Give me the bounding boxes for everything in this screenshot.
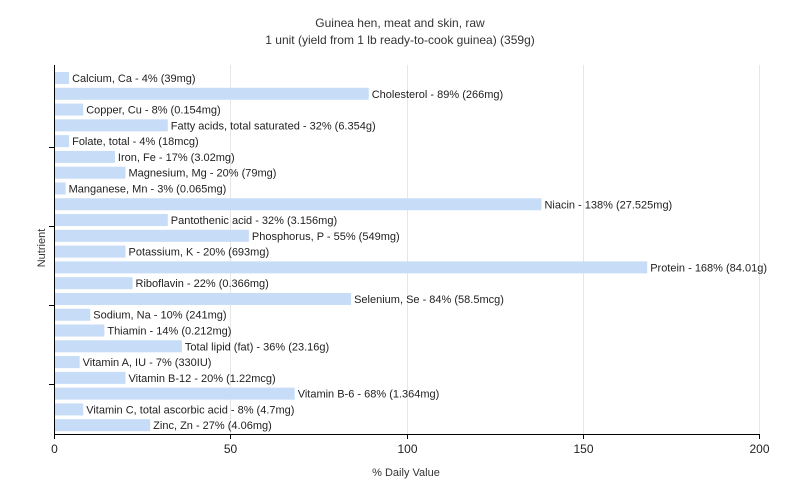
x-tick-label: 0 xyxy=(51,442,58,456)
bar xyxy=(55,119,168,132)
chart-title: Guinea hen, meat and skin, raw xyxy=(315,16,485,30)
bar xyxy=(55,387,295,400)
data-label: Copper, Cu - 8% (0.154mg) xyxy=(86,105,221,117)
bar xyxy=(55,340,182,353)
x-tick-label: 100 xyxy=(397,442,417,456)
x-tick-label: 200 xyxy=(749,442,769,456)
data-label: Sodium, Na - 10% (241mg) xyxy=(93,310,226,322)
data-label: Manganese, Mn - 3% (0.065mg) xyxy=(69,183,227,195)
bar xyxy=(55,245,126,258)
data-label: Thiamin - 14% (0.212mg) xyxy=(107,326,231,338)
data-label: Protein - 168% (84.01g) xyxy=(650,262,767,274)
data-label: Iron, Fe - 17% (3.02mg) xyxy=(118,152,235,164)
chart-subtitle: 1 unit (yield from 1 lb ready-to-cook gu… xyxy=(265,33,534,47)
data-label: Total lipid (fat) - 36% (23.16g) xyxy=(185,341,329,353)
bar xyxy=(55,277,133,290)
data-label: Folate, total - 4% (18mcg) xyxy=(72,136,199,148)
data-label: Vitamin B-6 - 68% (1.364mg) xyxy=(298,389,440,401)
data-label: Potassium, K - 20% (693mg) xyxy=(129,247,270,259)
data-label: Vitamin A, IU - 7% (330IU) xyxy=(83,357,212,369)
y-axis-label: Nutrient xyxy=(36,229,48,268)
bar xyxy=(55,308,91,321)
data-label: Vitamin C, total ascorbic acid - 8% (4.7… xyxy=(86,404,294,416)
bars: Calcium, Ca - 4% (39mg) Cholesterol - 89%… xyxy=(55,72,767,432)
bar xyxy=(55,261,648,274)
bar xyxy=(55,135,70,148)
bar xyxy=(55,198,542,211)
data-label: Calcium, Ca - 4% (39mg) xyxy=(72,73,195,85)
bar xyxy=(55,214,168,227)
data-label: Riboflavin - 22% (0.366mg) xyxy=(136,278,269,290)
bar xyxy=(55,324,105,337)
x-tick-label: 150 xyxy=(573,442,593,456)
bar xyxy=(55,356,80,369)
bar xyxy=(55,182,66,195)
grid xyxy=(230,65,760,434)
data-label: Magnesium, Mg - 20% (79mg) xyxy=(129,168,277,180)
bar xyxy=(55,419,151,432)
bar xyxy=(55,166,126,179)
bar xyxy=(55,150,115,163)
bar xyxy=(55,229,249,242)
data-label: Cholesterol - 89% (266mg) xyxy=(372,89,503,101)
data-label: Niacin - 138% (27.525mg) xyxy=(544,199,672,211)
data-label: Fatty acids, total saturated - 32% (6.35… xyxy=(171,120,376,132)
data-label: Selenium, Se - 84% (58.5mcg) xyxy=(354,294,504,306)
bar xyxy=(55,103,84,116)
x-axis-label: % Daily Value xyxy=(372,467,440,479)
bar xyxy=(55,292,352,305)
x-tick-label: 50 xyxy=(224,442,238,456)
data-label: Phosphorus, P - 55% (549mg) xyxy=(252,231,400,243)
data-label: Pantothenic acid - 32% (3.156mg) xyxy=(171,215,337,227)
bar xyxy=(55,87,369,100)
bar xyxy=(55,72,70,84)
data-label: Vitamin B-12 - 20% (1.22mcg) xyxy=(129,373,276,385)
bar xyxy=(55,371,126,384)
data-label: Zinc, Zn - 27% (4.06mg) xyxy=(153,420,272,432)
bar xyxy=(55,403,84,416)
axes: 0 50 100 150 200 xyxy=(49,65,770,456)
